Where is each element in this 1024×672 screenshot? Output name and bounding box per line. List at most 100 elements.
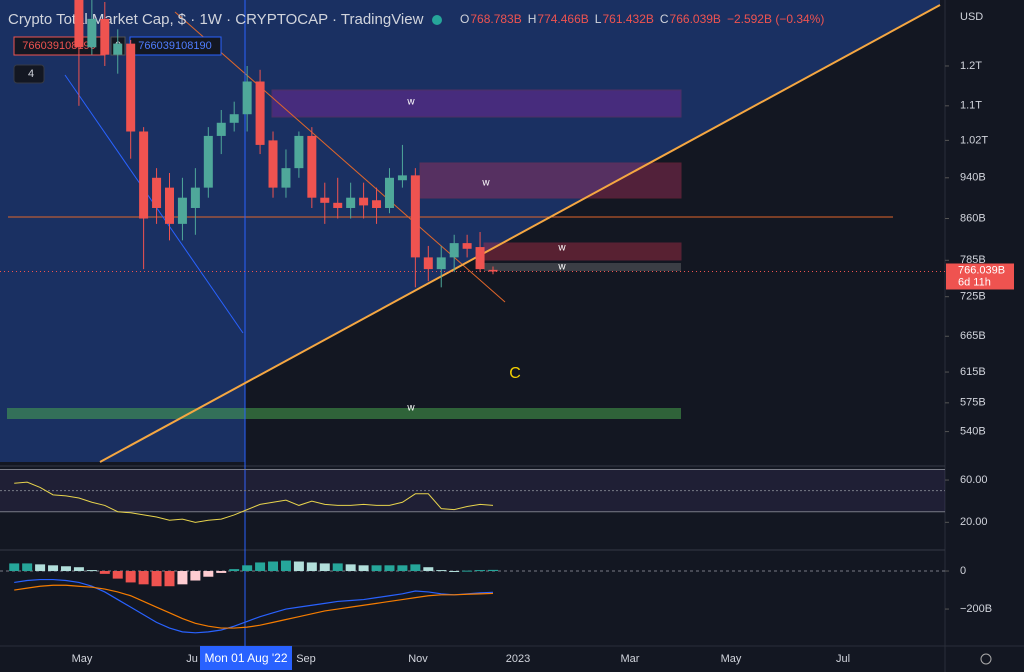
zone-label: w <box>557 262 566 273</box>
candle-body <box>203 135 213 188</box>
countdown-label: 6d 11h <box>958 276 991 288</box>
candle-body <box>462 243 472 249</box>
macd-histogram-bar <box>384 565 395 572</box>
input-value: 766039108190 <box>138 40 211 52</box>
y-tick-label: 540B <box>960 425 986 437</box>
y-tick-label: 615B <box>960 366 986 378</box>
y-tick-label: 1.1T <box>960 100 982 112</box>
macd-histogram-bar <box>436 570 447 572</box>
trend-line <box>99 4 941 463</box>
zone-label: w <box>406 403 415 414</box>
x-tick-label: May <box>721 653 742 665</box>
macd-histogram-bar <box>22 563 33 572</box>
macd-line <box>14 578 494 634</box>
macd-histogram-bar <box>203 571 214 577</box>
x-tick-label: May <box>72 653 93 665</box>
candle-body <box>333 202 343 208</box>
zone-box <box>7 408 681 419</box>
ohlc-letter: L <box>595 12 602 26</box>
macd-histogram-bar <box>423 567 434 572</box>
candle-body <box>113 43 123 55</box>
candle-body <box>165 187 174 224</box>
candle-body <box>372 200 382 208</box>
settings-icon[interactable] <box>980 653 992 665</box>
zone-box <box>483 242 682 261</box>
candle-body <box>449 243 459 258</box>
ohlc-letter: H <box>528 12 537 26</box>
macd-histogram-bar <box>462 570 473 572</box>
macd-histogram-bar <box>371 565 382 572</box>
y-tick-label: 785B <box>960 254 986 266</box>
macd-histogram-bar <box>112 571 123 579</box>
x-tick-label: 2023 <box>506 653 530 665</box>
ohlc-value: 766.039B <box>670 12 721 26</box>
currency-label[interactable]: USD <box>960 11 983 23</box>
macd-histogram-bar <box>293 561 304 572</box>
candle-body <box>488 269 498 272</box>
macd-histogram-bar <box>229 569 240 572</box>
macd-histogram-bar <box>125 571 136 583</box>
candle-body <box>397 175 407 181</box>
zone-label: w <box>557 243 566 254</box>
candle-body <box>190 187 200 208</box>
macd-histogram-bar <box>488 569 498 572</box>
macd-histogram-bar <box>151 571 162 587</box>
candle-body <box>152 177 162 208</box>
candle-body <box>294 135 304 169</box>
shaded-region <box>0 0 940 462</box>
indicator-count: 4 <box>28 68 34 80</box>
chart-title: Crypto Total Market Cap, $ · 1W · CRYPTO… <box>8 11 424 28</box>
candle-body <box>242 81 252 115</box>
macd-histogram-bar <box>138 571 149 585</box>
candle-body <box>410 175 420 258</box>
wave-label: C <box>509 365 521 382</box>
macd-histogram-bar <box>216 571 227 573</box>
candle-body <box>100 18 110 55</box>
macd-histogram-bar <box>410 564 421 572</box>
status-dot <box>432 15 442 25</box>
macd-tick-label: 0 <box>960 565 966 577</box>
candle-body <box>74 0 84 48</box>
candle-body <box>359 197 369 206</box>
x-tick-label: Jul <box>836 653 850 665</box>
last-price-label: 766.039B <box>958 264 1005 276</box>
macd-histogram-bar <box>48 565 59 572</box>
ohlc-letter: C <box>660 12 669 26</box>
candle-body <box>229 114 239 123</box>
ohlc-value: 768.783B <box>470 12 521 26</box>
macd-histogram-bar <box>255 562 266 572</box>
change-value: −2.592B (−0.34%) <box>727 12 824 26</box>
macd-histogram-bar <box>99 571 110 574</box>
candle-body <box>475 247 485 270</box>
candle-body <box>126 43 136 132</box>
rsi-tick-label: 20.00 <box>960 516 988 528</box>
x-tick-label: Mar <box>621 653 640 665</box>
macd-histogram-bar <box>190 571 201 581</box>
macd-histogram-bar <box>280 560 291 572</box>
candle-body <box>177 197 187 224</box>
macd-histogram-bar <box>306 562 317 572</box>
macd-histogram-bar <box>177 571 188 585</box>
last-price-tag <box>946 263 1014 290</box>
y-tick-label: 1.2T <box>960 60 982 72</box>
candle-body <box>346 197 356 208</box>
zone-box <box>271 89 682 118</box>
macd-histogram-bar <box>60 566 71 572</box>
zone-box <box>484 263 681 271</box>
indicator-toggle[interactable] <box>13 64 45 84</box>
crosshair-tag <box>200 646 292 670</box>
candle-body <box>87 18 97 48</box>
macd-histogram-bar <box>449 571 460 573</box>
ohlc-letter: O <box>460 12 469 26</box>
macd-histogram-bar <box>475 570 486 572</box>
y-tick-label: 665B <box>960 330 986 342</box>
candle-body <box>139 131 149 219</box>
zone-label: w <box>481 178 490 189</box>
macd-line <box>14 584 494 629</box>
macd-histogram-bar <box>86 570 97 572</box>
crosshair-label: Mon 01 Aug '22 <box>204 651 287 665</box>
macd-histogram-bar <box>9 563 20 572</box>
macd-histogram-bar <box>332 563 343 572</box>
macd-histogram-bar <box>358 565 369 572</box>
